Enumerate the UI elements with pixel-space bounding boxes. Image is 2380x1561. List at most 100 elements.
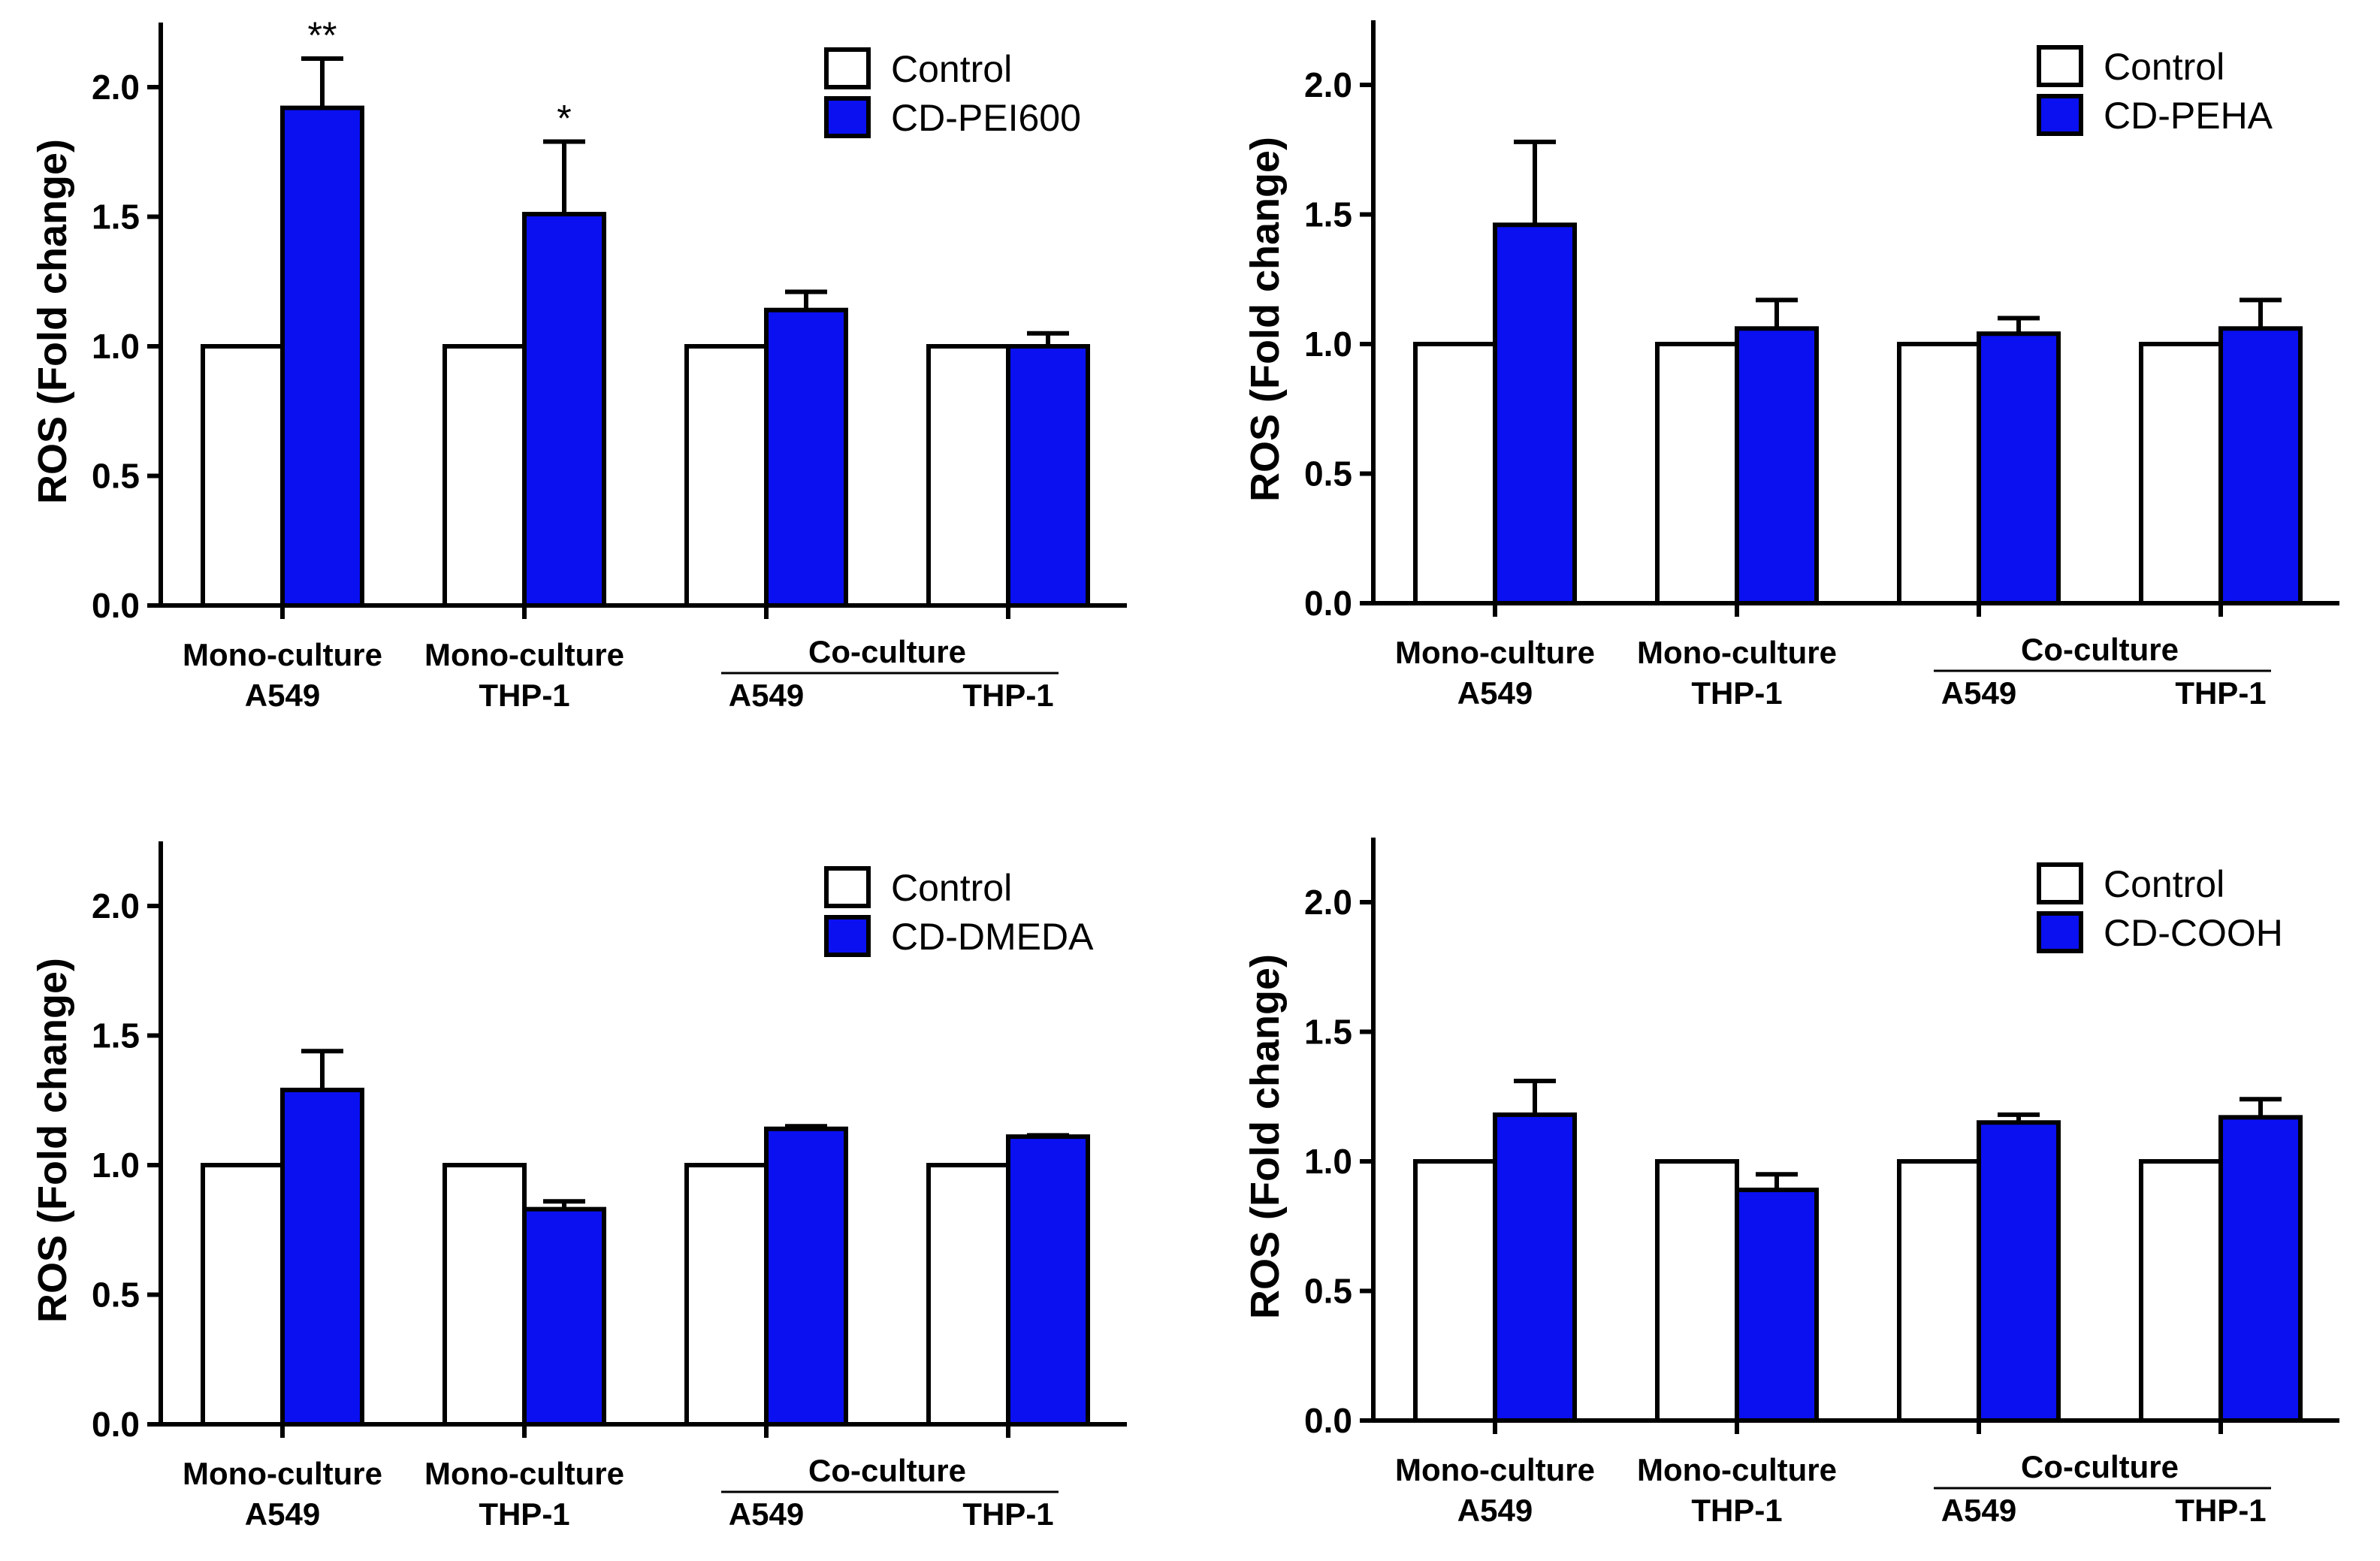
y-axis-label: ROS (Fold change): [30, 139, 75, 504]
x-category-label-line1: Mono-culture: [1395, 1452, 1595, 1487]
bar-cd-pei600: [280, 105, 364, 608]
legend-label: Control: [891, 867, 1012, 909]
x-category-label-line2: A549: [729, 678, 804, 713]
x-category-label-line2: THP-1: [479, 678, 569, 713]
y-tick-label: 0.5: [92, 1276, 140, 1315]
y-tick-label: 2.0: [1304, 65, 1352, 104]
legend-swatch: [824, 866, 871, 908]
bar-control: [684, 1163, 769, 1427]
x-category-label-line1: Mono-culture: [1637, 1452, 1837, 1487]
bar-cd-dmeda: [1006, 1134, 1090, 1427]
bar-control: [442, 1163, 527, 1427]
bar-cd-peha: [1977, 331, 2061, 605]
y-axis-label: ROS (Fold change): [30, 958, 75, 1323]
x-category-label-line2: A549: [1941, 675, 2016, 711]
bar-control: [1655, 342, 1739, 605]
bar-cd-peha: [1493, 222, 1577, 605]
legend-swatch: [824, 915, 871, 957]
x-category-label-line2: THP-1: [962, 678, 1053, 713]
bar-cd-cooh: [1493, 1112, 1577, 1423]
bar-cd-pei600: [764, 307, 848, 608]
chart-panel-1: 0.0 0.5 1.0 1.5 2.0 ROS (Fold change) ** Mono-c…: [30, 14, 1127, 713]
bar-cd-dmeda: [764, 1126, 848, 1427]
bar-control: [2139, 1159, 2223, 1423]
bar-control: [926, 344, 1010, 608]
bar-control: [442, 344, 527, 608]
legend-label: CD-PEHA: [2104, 95, 2273, 137]
bar-control: [926, 1163, 1010, 1427]
y-tick-label: 1.5: [92, 198, 140, 237]
legend-swatch: [2037, 862, 2083, 904]
co-culture-label: Co-culture: [808, 634, 966, 669]
legend-label: Control: [2104, 46, 2224, 88]
x-category-label-line1: Mono-culture: [424, 637, 624, 672]
y-tick-label: 1.5: [92, 1016, 140, 1055]
legend-label: Control: [891, 48, 1012, 90]
x-category-label-line1: Mono-culture: [424, 1456, 624, 1491]
x-category-label-line2: THP-1: [2175, 675, 2266, 711]
bar-control: [201, 344, 285, 608]
x-category-label-line2: THP-1: [1691, 1493, 1782, 1528]
bar-control: [2139, 342, 2223, 605]
x-category-label-line1: Mono-culture: [1637, 635, 1837, 670]
bar-cd-cooh: [1977, 1120, 2061, 1423]
y-tick-label: 0.5: [1304, 1272, 1352, 1311]
y-tick-label: 1.0: [1304, 325, 1352, 364]
y-tick-label: 0.0: [92, 1405, 140, 1444]
y-tick-label: 0.5: [1304, 454, 1352, 494]
bar-control: [684, 344, 769, 608]
chart-panel-3: 0.0 0.5 1.0 1.5 2.0 ROS (Fold change) Mono-cul…: [30, 841, 1127, 1532]
y-tick-label: 0.5: [92, 457, 140, 496]
x-category-label-line2: THP-1: [2175, 1493, 2266, 1528]
y-tick-label: 2.0: [92, 886, 140, 925]
significance-label: **: [308, 14, 337, 56]
bar-cd-pei600: [522, 212, 606, 608]
co-culture-label: Co-culture: [808, 1453, 966, 1488]
bar-control: [1897, 342, 1981, 605]
legend-swatch: [824, 96, 871, 138]
x-category-label-line1: Mono-culture: [1395, 635, 1595, 670]
x-category-label-line2: THP-1: [962, 1496, 1053, 1532]
x-category-label-line2: A549: [1457, 675, 1533, 711]
bar-cd-peha: [1735, 326, 1819, 605]
x-category-label-line2: THP-1: [479, 1496, 569, 1532]
y-tick-label: 1.0: [92, 1146, 140, 1185]
bar-cd-pei600: [1006, 344, 1090, 608]
legend-swatch: [2037, 911, 2083, 953]
co-culture-label: Co-culture: [2021, 1449, 2179, 1484]
y-axis-label: ROS (Fold change): [1243, 954, 1288, 1319]
chart-panel-2: 0.0 0.5 1.0 1.5 2.0 ROS (Fold change) Mono-cul…: [1243, 20, 2339, 711]
legend-label: CD-DMEDA: [891, 916, 1094, 958]
bar-control: [1655, 1159, 1739, 1423]
y-tick-label: 1.0: [92, 327, 140, 366]
legend-swatch: [824, 47, 871, 89]
legend-label: CD-PEI600: [891, 97, 1081, 139]
y-tick-label: 0.0: [1304, 584, 1352, 623]
y-tick-label: 2.0: [92, 68, 140, 107]
legend-swatch: [2037, 94, 2083, 136]
x-category-label-line1: Mono-culture: [183, 1456, 382, 1491]
x-category-label-line1: Mono-culture: [183, 637, 382, 672]
x-category-label-line2: THP-1: [1691, 675, 1782, 711]
x-category-label-line2: A549: [1457, 1493, 1533, 1528]
bar-control: [201, 1163, 285, 1427]
legend-label: Control: [2104, 863, 2224, 905]
bar-control: [1413, 342, 1497, 605]
y-axis-label: ROS (Fold change): [1243, 137, 1288, 502]
y-tick-label: 1.0: [1304, 1142, 1352, 1181]
bar-control: [1897, 1159, 1981, 1423]
bar-control: [1413, 1159, 1497, 1423]
legend-swatch: [2037, 45, 2083, 87]
y-tick-label: 2.0: [1304, 883, 1352, 922]
x-category-label-line2: A549: [245, 678, 320, 713]
bar-cd-dmeda: [280, 1087, 364, 1427]
bar-cd-cooh: [1735, 1187, 1819, 1423]
bar-cd-cooh: [2218, 1115, 2303, 1423]
x-category-label-line2: A549: [729, 1496, 804, 1532]
bar-cd-peha: [2218, 326, 2303, 605]
x-category-label-line2: A549: [245, 1496, 320, 1532]
y-tick-label: 0.0: [1304, 1401, 1352, 1440]
y-tick-label: 1.5: [1304, 195, 1352, 234]
co-culture-label: Co-culture: [2021, 632, 2179, 667]
